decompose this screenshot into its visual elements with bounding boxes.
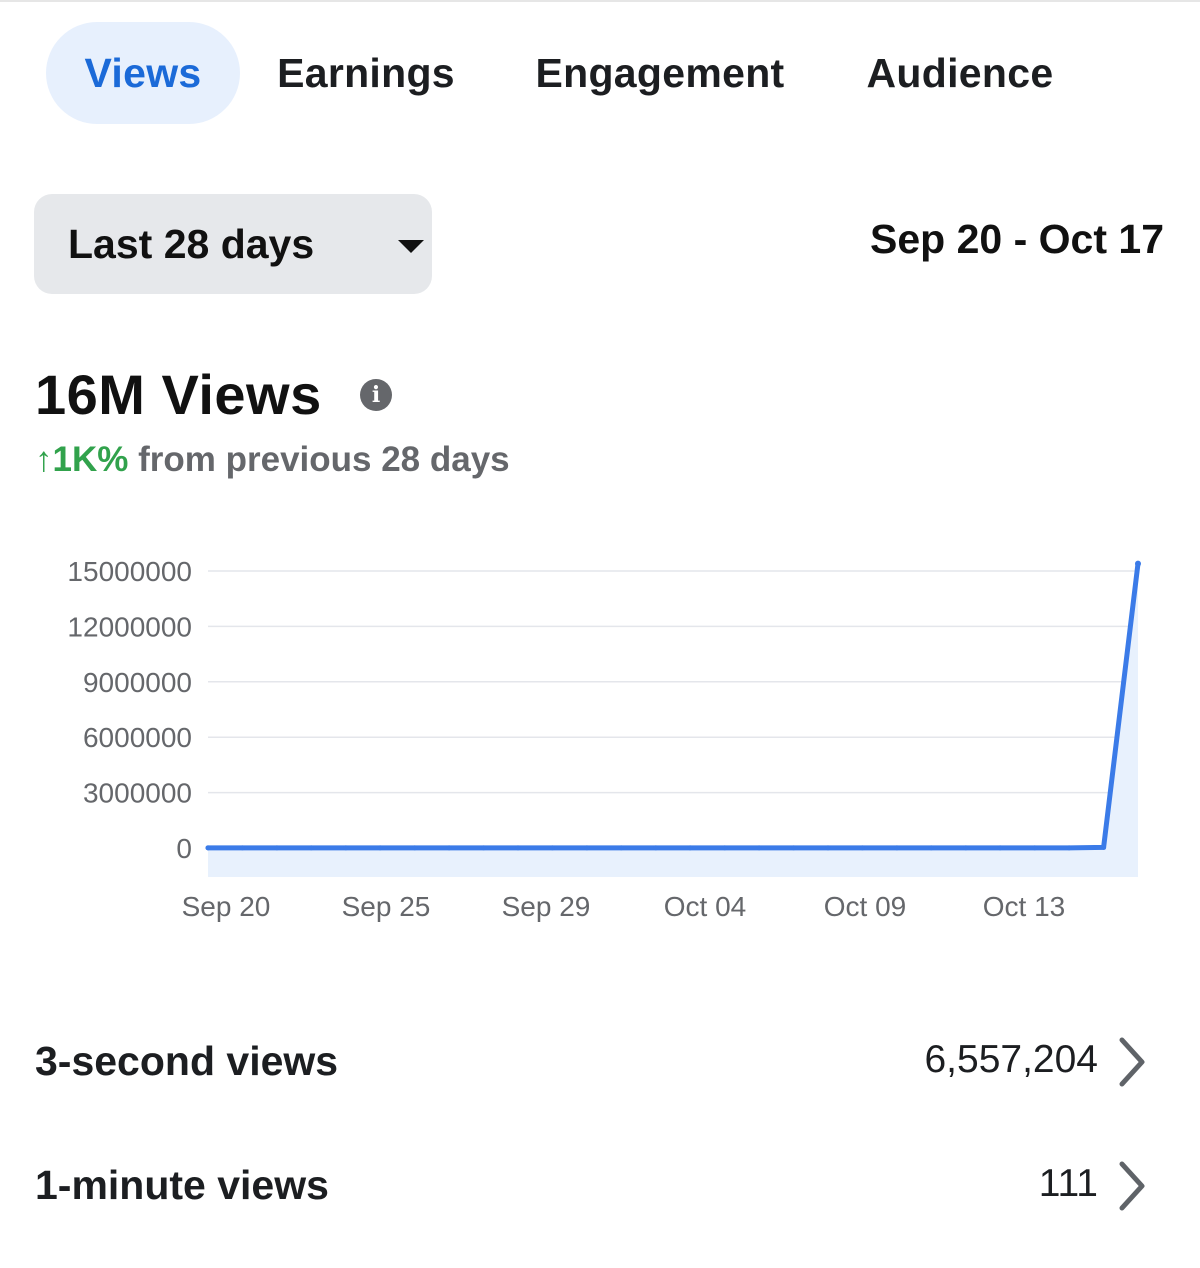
chart-y-tick-label: 3000000	[83, 778, 192, 809]
delta-text: from previous 28 days	[138, 440, 510, 479]
delta-arrow: ↑	[35, 440, 53, 479]
caret-down-icon	[398, 240, 424, 253]
chart-point	[205, 845, 211, 851]
tab-earnings[interactable]: Earnings	[277, 49, 455, 96]
chevron-right-icon	[1119, 1161, 1145, 1211]
chart-point	[928, 845, 934, 851]
chart-point	[239, 845, 245, 851]
chart-y-tick-label: 0	[176, 833, 192, 864]
date-range-dropdown[interactable]: Last 28 days	[34, 194, 432, 294]
metric-row-1-minute-views[interactable]: 1-minute views 111	[0, 1146, 1200, 1226]
chart-points	[205, 560, 1141, 851]
chart-gridlines	[208, 570, 1138, 849]
top-divider	[0, 0, 1200, 2]
chart-x-tick-label: Sep 29	[502, 891, 591, 922]
chart-point	[412, 845, 418, 851]
chart-point	[997, 845, 1003, 851]
date-range-text: Sep 20 - Oct 17	[870, 216, 1164, 262]
metric-value: 6,557,204	[924, 1038, 1098, 1081]
chart-x-tick-label: Sep 20	[182, 891, 271, 922]
chart-point	[1135, 560, 1141, 567]
chart-point	[1101, 844, 1107, 850]
chart-point	[1066, 845, 1072, 851]
delta-value: 1K%	[52, 440, 129, 479]
delta-summary: ↑1K% from previous 28 days	[35, 440, 510, 480]
tab-engagement[interactable]: Engagement	[535, 49, 785, 96]
chart-point	[791, 845, 797, 851]
views-chart: 15000000 12000000 9000000 6000000 3000000 0 S…	[67, 556, 1141, 922]
info-icon[interactable]: i	[360, 379, 392, 411]
total-views-headline: 16M Views	[35, 363, 322, 426]
chart-point	[274, 845, 280, 851]
chart-series-line	[205, 561, 1141, 851]
chart-point	[687, 845, 693, 851]
chart-point	[343, 845, 349, 851]
chart-point	[584, 845, 590, 851]
chart-point	[446, 845, 452, 851]
chart-point	[377, 845, 383, 851]
chart-point	[515, 845, 521, 851]
tab-views[interactable]: Views	[46, 22, 240, 124]
tab-audience[interactable]: Audience	[866, 49, 1054, 96]
chart-y-tick-label: 9000000	[83, 667, 192, 698]
metric-label: 1-minute views	[35, 1162, 329, 1208]
chart-x-tick-label: Oct 04	[664, 891, 746, 922]
chart-point	[549, 845, 555, 851]
chart-point	[963, 845, 969, 851]
chevron-right-icon	[1119, 1037, 1145, 1087]
chart-x-tick-label: Oct 09	[824, 891, 906, 922]
chart-point	[481, 845, 487, 851]
chart-point	[722, 845, 728, 851]
chart-x-tick-label: Sep 25	[342, 891, 431, 922]
metric-row-3-second-views[interactable]: 3-second views 6,557,204	[0, 1022, 1200, 1102]
chart-y-tick-label: 15000000	[67, 556, 192, 587]
chart-y-tick-label: 12000000	[67, 611, 192, 642]
chart-point	[1032, 845, 1038, 851]
chart-point	[756, 845, 762, 851]
chart-point	[308, 845, 314, 851]
date-range-dropdown-label: Last 28 days	[68, 220, 315, 267]
tab-bar: Views Earnings Engagement Audience	[0, 22, 1200, 124]
chart-area-fill	[208, 563, 1138, 877]
chart-point	[653, 845, 659, 851]
metric-label: 3-second views	[35, 1038, 339, 1084]
metric-value: 111	[1038, 1162, 1098, 1205]
chart-y-axis: 15000000 12000000 9000000 6000000 3000000 0	[67, 556, 192, 864]
chart-point	[825, 845, 831, 851]
chart-x-axis: Sep 20 Sep 25 Sep 29 Oct 04 Oct 09 Oct 13	[182, 891, 1066, 922]
chart-x-tick-label: Oct 13	[983, 891, 1065, 922]
chart-point	[618, 845, 624, 851]
chart-point	[894, 845, 900, 851]
chart-y-tick-label: 6000000	[83, 722, 192, 753]
chart-point	[859, 845, 865, 851]
